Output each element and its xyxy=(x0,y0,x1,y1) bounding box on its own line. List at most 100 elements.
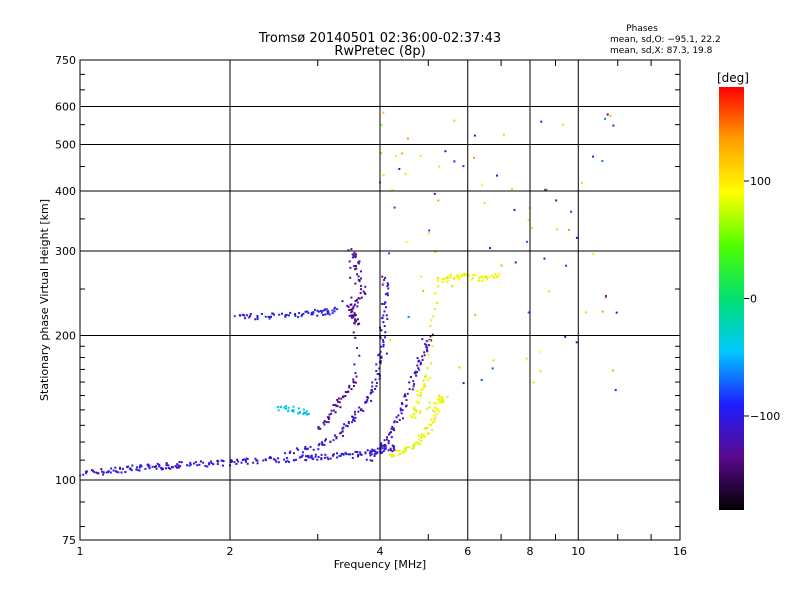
data-point xyxy=(248,316,251,319)
data-point xyxy=(324,313,327,316)
colorbar-tick-label: 0 xyxy=(750,293,757,306)
y-tick-label: 400 xyxy=(55,185,76,198)
data-point xyxy=(177,464,180,467)
data-point xyxy=(418,368,421,371)
data-point xyxy=(421,338,424,341)
data-point xyxy=(527,311,530,314)
data-point xyxy=(92,469,94,472)
data-point xyxy=(279,405,282,408)
data-point xyxy=(386,292,389,295)
data-point xyxy=(423,354,426,357)
data-point xyxy=(354,253,357,256)
data-point xyxy=(434,402,437,405)
data-point xyxy=(380,152,382,155)
data-point xyxy=(392,453,394,456)
data-point xyxy=(119,467,122,470)
chart-subtitle: RwPretec (8p) xyxy=(334,44,425,59)
data-point xyxy=(437,401,440,404)
data-point xyxy=(273,313,275,316)
data-point xyxy=(498,272,501,275)
data-point xyxy=(292,405,295,408)
data-point xyxy=(482,277,485,280)
data-point xyxy=(353,385,355,387)
data-point xyxy=(328,416,331,419)
data-point xyxy=(404,450,407,453)
data-point xyxy=(165,467,167,470)
data-point xyxy=(425,344,428,347)
data-point xyxy=(310,455,313,458)
data-point xyxy=(169,467,172,470)
data-point xyxy=(84,470,87,473)
data-point xyxy=(357,275,360,278)
data-point xyxy=(317,448,320,451)
data-point xyxy=(317,427,320,430)
data-point xyxy=(384,301,387,304)
data-point xyxy=(416,357,419,360)
data-point xyxy=(488,275,491,278)
data-point xyxy=(354,268,357,271)
data-point xyxy=(375,363,378,366)
data-point xyxy=(301,313,304,316)
data-point xyxy=(399,407,402,410)
data-point xyxy=(425,340,428,343)
data-point xyxy=(486,278,488,281)
data-point xyxy=(322,421,325,424)
data-point xyxy=(514,261,517,264)
data-point xyxy=(434,251,437,253)
data-point xyxy=(381,283,384,286)
data-point xyxy=(332,453,335,456)
data-point xyxy=(462,382,465,385)
chart-title: Tromsø 20140501 02:36:00-02:37:43 xyxy=(258,31,501,46)
data-point xyxy=(167,464,170,467)
data-point xyxy=(284,315,287,318)
data-point xyxy=(306,447,309,450)
data-point xyxy=(270,456,273,459)
data-point xyxy=(335,436,338,439)
data-point xyxy=(292,410,295,413)
data-point xyxy=(302,408,305,411)
data-point xyxy=(236,458,239,461)
data-point xyxy=(401,403,404,406)
data-point xyxy=(212,463,215,466)
data-point xyxy=(429,423,432,426)
data-point xyxy=(412,444,415,447)
data-point xyxy=(428,406,431,409)
data-point xyxy=(320,453,323,456)
data-point xyxy=(206,465,209,468)
data-point xyxy=(287,314,290,317)
data-point xyxy=(286,459,289,462)
data-point xyxy=(330,409,333,412)
data-point xyxy=(373,455,376,457)
data-point xyxy=(480,378,483,381)
data-point xyxy=(298,456,301,459)
x-tick-label: 10 xyxy=(571,545,585,558)
data-point xyxy=(612,369,614,372)
data-point xyxy=(437,285,440,288)
data-point xyxy=(546,188,549,191)
data-point xyxy=(345,424,348,427)
data-point xyxy=(384,336,386,339)
data-point xyxy=(612,124,615,127)
data-point xyxy=(354,255,357,258)
data-point xyxy=(155,467,158,470)
data-point xyxy=(283,406,286,409)
data-point xyxy=(377,354,380,357)
data-point xyxy=(406,392,409,395)
data-point xyxy=(393,206,396,209)
data-point xyxy=(298,411,301,414)
data-point xyxy=(373,453,376,456)
x-tick-label: 4 xyxy=(377,545,384,558)
data-point xyxy=(362,410,365,412)
data-point xyxy=(421,388,424,391)
data-point xyxy=(165,462,168,465)
data-point xyxy=(357,454,360,457)
data-point xyxy=(340,431,343,434)
data-point xyxy=(287,406,290,409)
data-point xyxy=(156,462,159,465)
data-point xyxy=(347,249,350,252)
data-point xyxy=(287,409,290,412)
data-point xyxy=(300,315,303,318)
data-point xyxy=(606,113,609,116)
data-point xyxy=(301,454,304,457)
data-point xyxy=(441,280,444,283)
